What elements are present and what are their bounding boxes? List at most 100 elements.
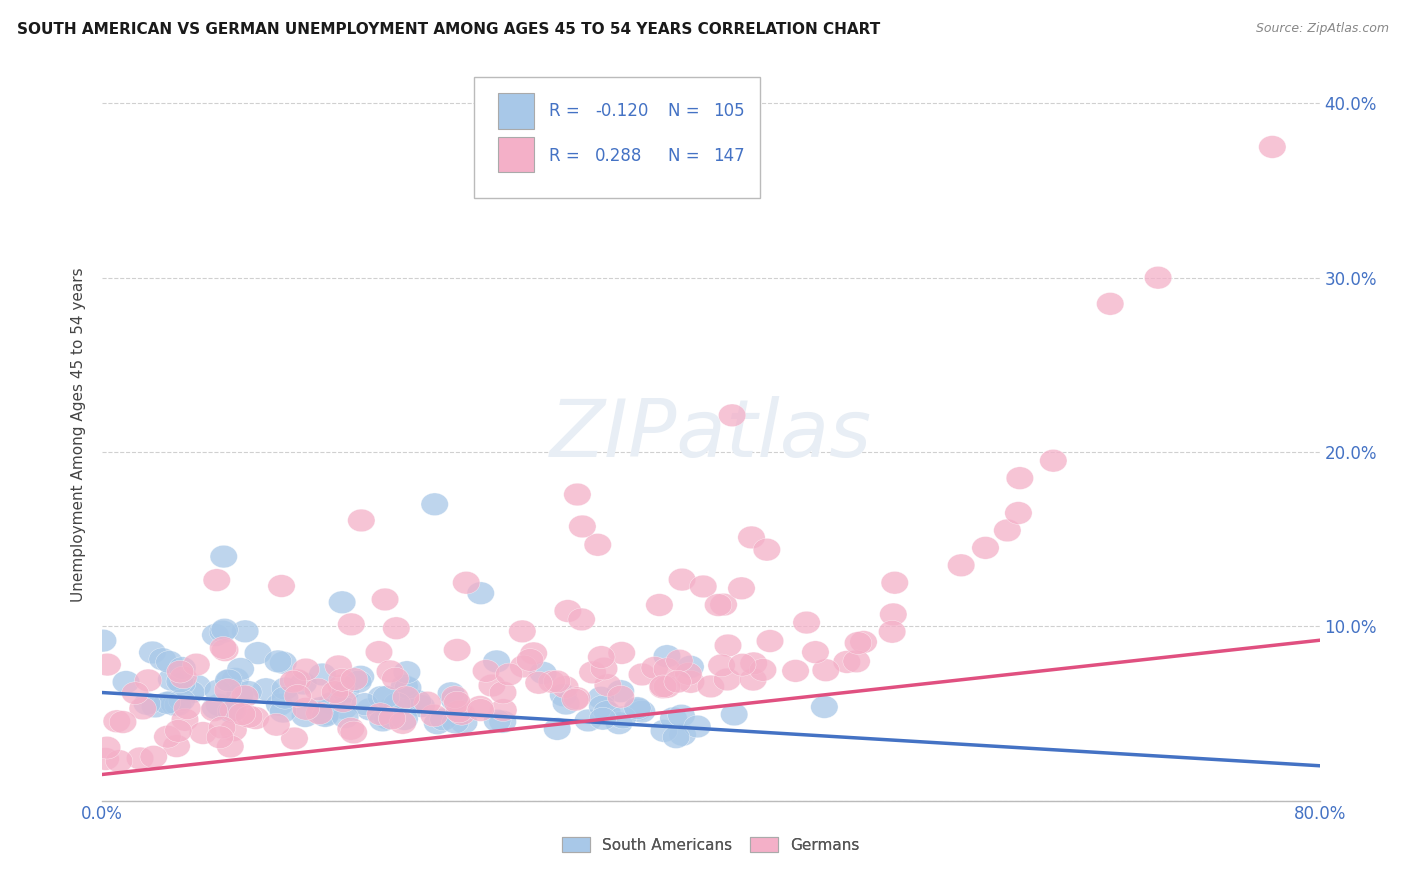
Ellipse shape	[172, 708, 198, 731]
Ellipse shape	[201, 624, 229, 647]
Ellipse shape	[443, 639, 471, 661]
Ellipse shape	[329, 591, 356, 614]
Ellipse shape	[550, 684, 576, 706]
Legend: South Americans, Germans: South Americans, Germans	[557, 830, 866, 859]
Ellipse shape	[607, 641, 636, 665]
Text: 0.288: 0.288	[595, 147, 643, 165]
Ellipse shape	[222, 667, 249, 690]
Ellipse shape	[530, 662, 557, 684]
Ellipse shape	[720, 703, 748, 726]
Ellipse shape	[356, 698, 384, 721]
Ellipse shape	[204, 680, 232, 702]
Ellipse shape	[112, 671, 139, 693]
Ellipse shape	[495, 663, 523, 686]
Ellipse shape	[738, 526, 765, 549]
Ellipse shape	[484, 709, 510, 732]
Ellipse shape	[330, 697, 357, 719]
Ellipse shape	[332, 681, 360, 703]
Ellipse shape	[352, 693, 378, 715]
Ellipse shape	[156, 650, 183, 673]
Ellipse shape	[1144, 267, 1171, 289]
Ellipse shape	[312, 705, 339, 727]
Ellipse shape	[267, 574, 295, 598]
Ellipse shape	[609, 706, 637, 729]
Ellipse shape	[740, 652, 768, 674]
Ellipse shape	[231, 685, 259, 707]
Ellipse shape	[284, 669, 311, 691]
Ellipse shape	[544, 717, 571, 740]
Text: N =: N =	[668, 147, 706, 165]
Ellipse shape	[305, 702, 333, 724]
Ellipse shape	[139, 641, 166, 664]
Ellipse shape	[668, 568, 696, 591]
FancyBboxPatch shape	[498, 137, 534, 172]
Ellipse shape	[205, 694, 233, 716]
Ellipse shape	[1005, 501, 1032, 524]
Text: 105: 105	[713, 102, 745, 120]
Ellipse shape	[437, 682, 465, 705]
Ellipse shape	[337, 613, 366, 636]
Text: -0.120: -0.120	[595, 102, 648, 120]
Ellipse shape	[845, 632, 872, 655]
Ellipse shape	[676, 656, 704, 678]
Ellipse shape	[391, 707, 418, 731]
Ellipse shape	[325, 655, 352, 678]
Ellipse shape	[170, 666, 197, 689]
Ellipse shape	[322, 681, 349, 704]
Ellipse shape	[165, 720, 193, 742]
Ellipse shape	[337, 717, 364, 740]
Ellipse shape	[391, 674, 418, 698]
Ellipse shape	[659, 707, 688, 730]
Ellipse shape	[121, 681, 149, 705]
Ellipse shape	[368, 709, 396, 731]
Ellipse shape	[159, 690, 186, 713]
Ellipse shape	[110, 711, 136, 733]
Ellipse shape	[167, 689, 195, 712]
Ellipse shape	[226, 683, 253, 706]
Y-axis label: Unemployment Among Ages 45 to 54 years: Unemployment Among Ages 45 to 54 years	[72, 268, 86, 602]
Ellipse shape	[554, 599, 582, 623]
Text: ZIPatlas: ZIPatlas	[550, 395, 872, 474]
Ellipse shape	[589, 695, 616, 718]
Ellipse shape	[392, 686, 420, 708]
Ellipse shape	[728, 577, 755, 599]
Text: SOUTH AMERICAN VS GERMAN UNEMPLOYMENT AMONG AGES 45 TO 54 YEARS CORRELATION CHAR: SOUTH AMERICAN VS GERMAN UNEMPLOYMENT AM…	[17, 22, 880, 37]
Ellipse shape	[713, 668, 741, 690]
Ellipse shape	[740, 668, 766, 691]
Ellipse shape	[135, 669, 162, 691]
Ellipse shape	[292, 698, 319, 720]
Ellipse shape	[553, 692, 579, 714]
Ellipse shape	[374, 707, 401, 730]
Ellipse shape	[377, 660, 404, 682]
Ellipse shape	[142, 695, 169, 718]
Ellipse shape	[218, 700, 245, 723]
Ellipse shape	[420, 493, 449, 516]
Ellipse shape	[575, 709, 602, 731]
Ellipse shape	[668, 705, 695, 727]
Ellipse shape	[290, 673, 316, 695]
Ellipse shape	[441, 711, 470, 733]
Ellipse shape	[568, 515, 596, 538]
Ellipse shape	[811, 696, 838, 718]
Ellipse shape	[718, 404, 745, 426]
Ellipse shape	[340, 668, 368, 690]
Ellipse shape	[564, 483, 591, 506]
Ellipse shape	[756, 630, 783, 652]
Ellipse shape	[628, 700, 655, 723]
Ellipse shape	[177, 681, 205, 704]
Ellipse shape	[849, 631, 877, 653]
Ellipse shape	[165, 693, 191, 716]
Ellipse shape	[394, 661, 420, 683]
Ellipse shape	[245, 641, 271, 665]
Ellipse shape	[675, 663, 702, 685]
Ellipse shape	[697, 675, 724, 698]
Ellipse shape	[367, 686, 395, 708]
Ellipse shape	[641, 657, 668, 679]
Ellipse shape	[328, 674, 356, 698]
Ellipse shape	[551, 676, 579, 698]
Ellipse shape	[588, 687, 614, 709]
Ellipse shape	[516, 648, 544, 672]
Ellipse shape	[472, 660, 499, 682]
Ellipse shape	[593, 700, 620, 723]
Ellipse shape	[209, 637, 236, 659]
